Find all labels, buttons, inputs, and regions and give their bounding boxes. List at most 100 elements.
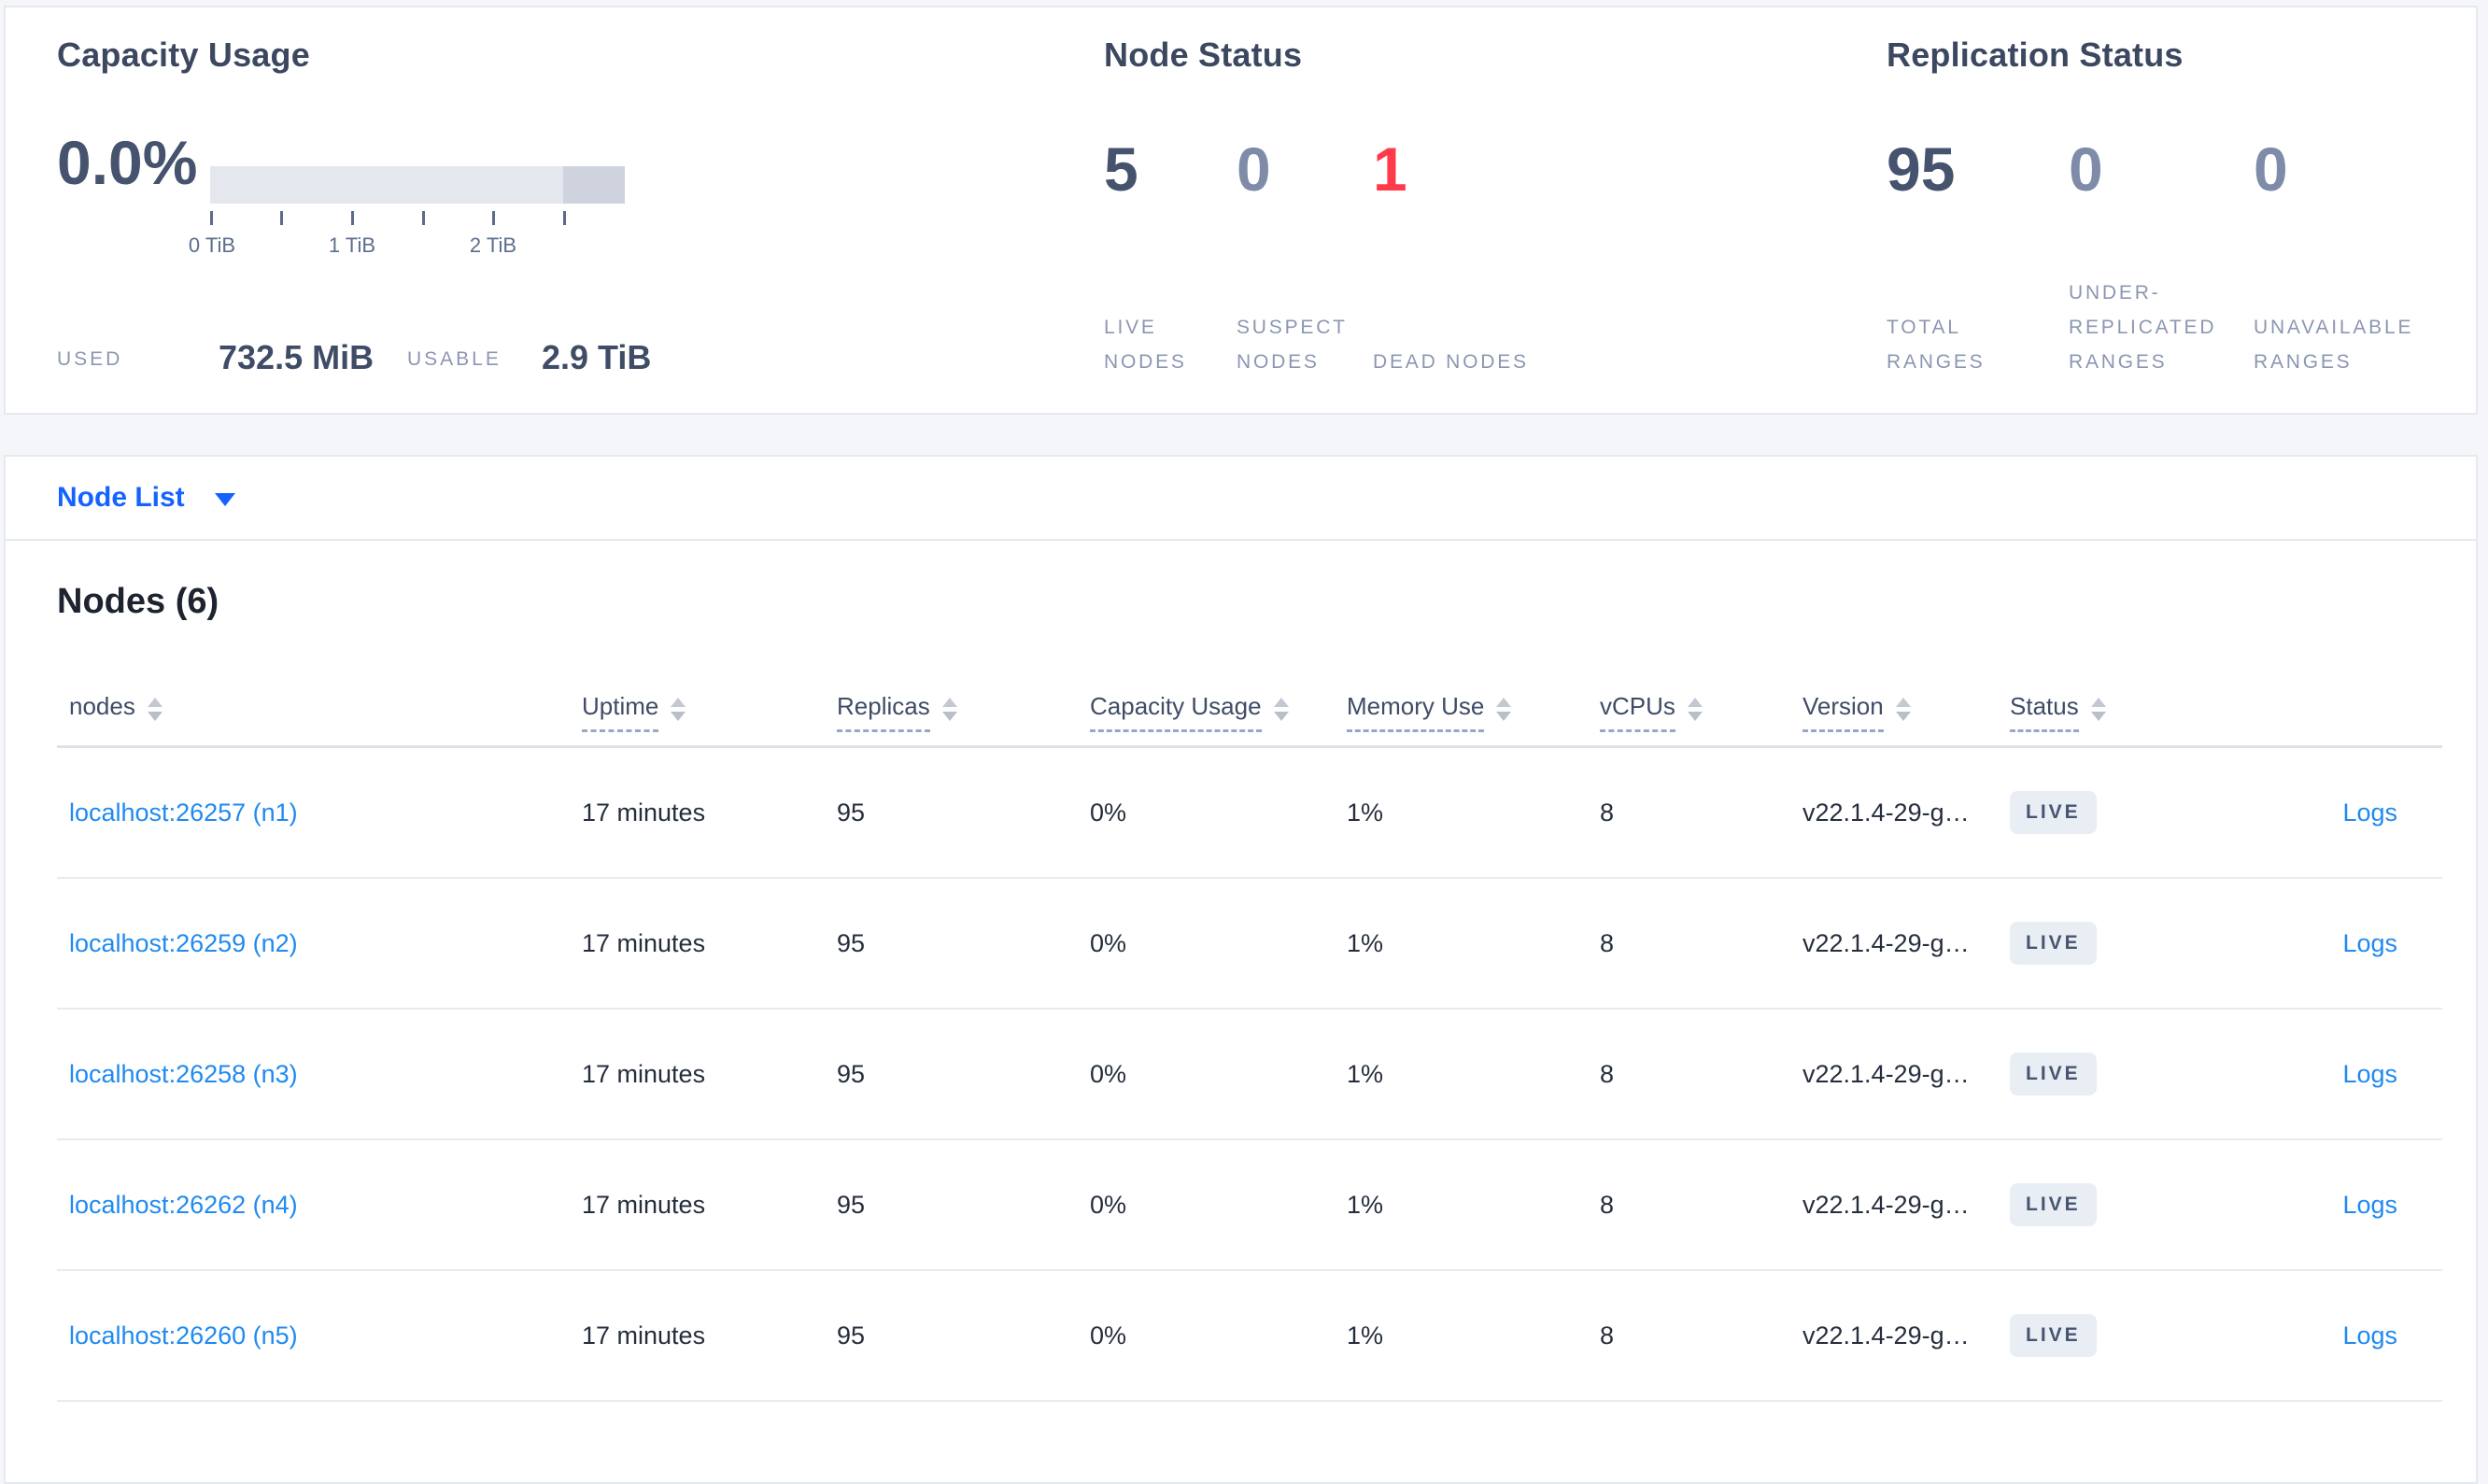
total-ranges-stat: 95 TOTAL RANGES <box>1887 138 2069 379</box>
logs-link[interactable]: Logs <box>2342 1321 2397 1350</box>
unavailable-ranges-label: UNAVAILABLE RANGES <box>2254 317 2414 373</box>
sort-icon <box>2090 698 2106 721</box>
uptime-cell: 17 minutes <box>582 798 706 827</box>
col-header-label: Version <box>1802 692 1884 732</box>
nodes-table: nodes Uptime Replicas Capacity Usage <box>57 654 2442 1402</box>
capacity-usage-cell: 0% <box>1090 798 1127 827</box>
node-status-section: Node Status 5 LIVE NODES 0 SUSPECT NODES… <box>1104 7 1683 417</box>
uptime-cell: 17 minutes <box>582 1190 706 1219</box>
status-cell: LIVE <box>1998 1271 2236 1400</box>
axis-tick <box>492 211 495 225</box>
node-status-stats: 5 LIVE NODES 0 SUSPECT NODES 1 DEAD NODE… <box>1104 138 1569 379</box>
col-header-uptime[interactable]: Uptime <box>570 654 825 745</box>
cluster-summary-card: Capacity Usage 0.0% 0 TiB 1 TiB 2 TiB US… <box>4 6 2478 415</box>
col-header-memory-use[interactable]: Memory Use <box>1335 654 1588 745</box>
col-header-logs-empty <box>2236 654 2442 745</box>
table-row: localhost:26262 (n4) 17 minutes 95 0% 1%… <box>57 1140 2442 1271</box>
axis-tick <box>210 211 213 225</box>
uptime-cell: 17 minutes <box>582 1321 706 1350</box>
axis-label-2tib: 2 TiB <box>469 233 517 257</box>
capacity-axis-ticks <box>210 211 625 226</box>
usable-value: 2.9 TiB <box>542 338 652 376</box>
capacity-used-usable-row: USED 732.5 MiB USABLE 2.9 TiB <box>57 329 692 377</box>
sort-icon <box>147 698 163 721</box>
memory-use-cell: 1% <box>1347 1190 1384 1219</box>
uptime-cell: 17 minutes <box>582 928 706 957</box>
replicas-cell: 95 <box>837 798 866 827</box>
col-header-label: Replicas <box>837 692 930 732</box>
capacity-usage-bar <box>210 166 625 204</box>
col-header-label: nodes <box>69 692 135 720</box>
table-row: localhost:26260 (n5) 17 minutes 95 0% 1%… <box>57 1271 2442 1402</box>
logs-link[interactable]: Logs <box>2342 798 2397 827</box>
node-status-title: Node Status <box>1104 35 1303 74</box>
table-row: localhost:26257 (n1) 17 minutes 95 0% 1%… <box>57 748 2442 879</box>
node-link[interactable]: localhost:26262 (n4) <box>69 1190 298 1219</box>
sort-icon <box>1273 698 1289 721</box>
vcpus-cell: 8 <box>1600 798 1615 827</box>
under-replicated-ranges-value: 0 <box>2069 134 2103 204</box>
col-header-label: Capacity Usage <box>1090 692 1262 732</box>
version-cell: v22.1.4-29-g… <box>1802 928 1970 957</box>
col-header-nodes[interactable]: nodes <box>57 654 570 745</box>
suspect-nodes-label: SUSPECT NODES <box>1237 317 1348 373</box>
logs-link[interactable]: Logs <box>2342 928 2397 957</box>
capacity-usage-section: Capacity Usage 0.0% 0 TiB 1 TiB 2 TiB US… <box>57 7 692 417</box>
usable-label: USABLE <box>407 348 502 370</box>
used-label: USED <box>57 348 123 370</box>
dead-nodes-label: DEAD NODES <box>1373 351 1529 373</box>
sort-icon <box>941 698 957 721</box>
nodes-card: Nodes (6) nodes Uptime Replicas <box>4 541 2478 1484</box>
node-list-dropdown-label: Node List <box>57 482 185 513</box>
total-ranges-value: 95 <box>1887 134 1956 204</box>
memory-use-cell: 1% <box>1347 928 1384 957</box>
memory-use-cell: 1% <box>1347 1059 1384 1088</box>
status-cell: LIVE <box>1998 1010 2236 1138</box>
replicas-cell: 95 <box>837 1190 866 1219</box>
unavailable-ranges-stat: 0 UNAVAILABLE RANGES <box>2254 138 2478 379</box>
col-header-vcpus[interactable]: vCPUs <box>1588 654 1790 745</box>
replication-status-stats: 95 TOTAL RANGES 0 UNDER-REPLICATED RANGE… <box>1887 138 2478 379</box>
col-header-label: Memory Use <box>1347 692 1485 732</box>
version-cell: v22.1.4-29-g… <box>1802 1190 1970 1219</box>
sort-icon <box>671 698 686 721</box>
nodes-section-title: Nodes (6) <box>57 582 219 621</box>
vcpus-cell: 8 <box>1600 1059 1615 1088</box>
node-list-dropdown[interactable]: Node List <box>57 482 235 514</box>
logs-link[interactable]: Logs <box>2342 1059 2397 1088</box>
suspect-nodes-stat: 0 SUSPECT NODES <box>1237 138 1373 379</box>
col-header-label: Uptime <box>582 692 659 732</box>
status-cell: LIVE <box>1998 748 2236 877</box>
capacity-axis-labels: 0 TiB 1 TiB 2 TiB <box>189 233 625 261</box>
dead-nodes-value: 1 <box>1373 134 1407 204</box>
replication-status-section: Replication Status 95 TOTAL RANGES 0 UND… <box>1887 7 2484 417</box>
replicas-cell: 95 <box>837 1321 866 1350</box>
node-link[interactable]: localhost:26259 (n2) <box>69 928 298 957</box>
replication-status-title: Replication Status <box>1887 35 2184 74</box>
col-header-capacity-usage[interactable]: Capacity Usage <box>1078 654 1335 745</box>
capacity-usage-cell: 0% <box>1090 1321 1127 1350</box>
version-cell: v22.1.4-29-g… <box>1802 1059 1970 1088</box>
dead-nodes-stat: 1 DEAD NODES <box>1373 138 1569 379</box>
node-link[interactable]: localhost:26257 (n1) <box>69 798 298 827</box>
version-cell: v22.1.4-29-g… <box>1802 798 1970 827</box>
live-nodes-value: 5 <box>1104 134 1138 204</box>
node-link[interactable]: localhost:26260 (n5) <box>69 1321 298 1350</box>
logs-link[interactable]: Logs <box>2342 1190 2397 1219</box>
axis-label-1tib: 1 TiB <box>328 233 376 257</box>
axis-label-0tib: 0 TiB <box>188 233 236 257</box>
under-replicated-ranges-label: UNDER-REPLICATED RANGES <box>2069 282 2217 373</box>
col-header-status[interactable]: Status <box>1998 654 2236 745</box>
col-header-label: vCPUs <box>1600 692 1675 732</box>
vcpus-cell: 8 <box>1600 1321 1615 1350</box>
version-cell: v22.1.4-29-g… <box>1802 1321 1970 1350</box>
live-nodes-stat: 5 LIVE NODES <box>1104 138 1237 379</box>
axis-tick <box>280 211 283 225</box>
col-header-replicas[interactable]: Replicas <box>825 654 1078 745</box>
chevron-down-icon <box>214 493 235 506</box>
col-header-version[interactable]: Version <box>1790 654 1998 745</box>
node-link[interactable]: localhost:26258 (n3) <box>69 1059 298 1088</box>
used-value: 732.5 MiB <box>219 338 375 376</box>
table-row: localhost:26258 (n3) 17 minutes 95 0% 1%… <box>57 1010 2442 1140</box>
capacity-usage-cell: 0% <box>1090 1190 1127 1219</box>
